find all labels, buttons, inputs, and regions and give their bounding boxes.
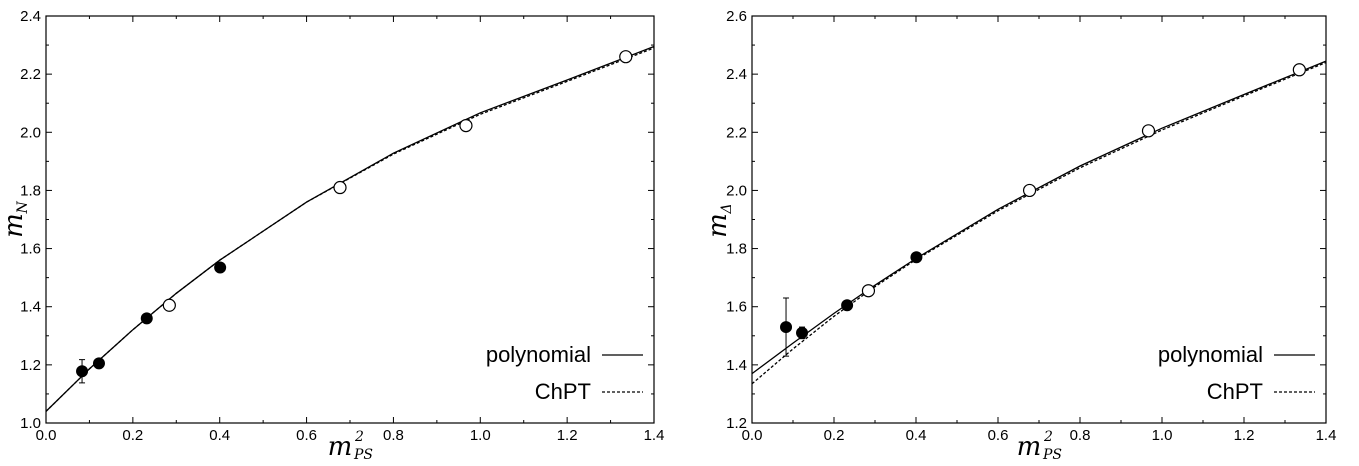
x-tick-label: 1.0 xyxy=(1152,427,1173,444)
data-point-filled xyxy=(841,299,854,312)
data-point-filled xyxy=(796,326,809,339)
data-point-open xyxy=(333,180,347,195)
data-point-open xyxy=(1292,63,1306,77)
x-tick-label: 0.8 xyxy=(1070,427,1091,444)
x-axis-label: m xyxy=(328,432,353,462)
x-tick-label: 1.2 xyxy=(1234,427,1255,444)
legend-label: polynomial xyxy=(1158,342,1263,367)
data-point-open xyxy=(162,298,176,312)
legend-label: ChPT xyxy=(535,379,591,404)
y-tick-label: 1.8 xyxy=(726,241,747,258)
x-tick-label: 0.0 xyxy=(36,427,57,444)
y-tick-label: 1.4 xyxy=(20,299,41,316)
x-tick-label: 1.4 xyxy=(644,427,665,444)
x-tick-label: 0.2 xyxy=(122,427,143,444)
y-tick-label: 1.2 xyxy=(726,415,747,432)
data-point-filled xyxy=(780,321,793,334)
data-point-open xyxy=(861,284,876,298)
legend-label: ChPT xyxy=(1207,379,1263,404)
y-tick-label: 2.0 xyxy=(20,124,41,141)
y-tick-label: 1.6 xyxy=(726,299,747,316)
y-tick-label: 1.6 xyxy=(20,241,41,258)
y-axis-label-group: mΔ xyxy=(703,203,735,237)
legend-label: polynomial xyxy=(486,342,591,367)
data-point-open xyxy=(459,118,473,133)
y-tick-label: 2.2 xyxy=(20,66,41,83)
x-tick-label: 0.4 xyxy=(906,427,927,444)
x-tick-label: 1.0 xyxy=(470,427,491,444)
y-axis-label-subscript: N xyxy=(15,201,31,215)
y-tick-label: 2.2 xyxy=(726,124,747,141)
data-point-filled xyxy=(92,357,105,370)
x-tick-label: 1.4 xyxy=(1316,427,1337,444)
y-tick-label: 2.4 xyxy=(726,66,747,83)
data-point-open xyxy=(619,50,633,64)
y-axis-label-subscript: Δ xyxy=(719,203,735,214)
y-tick-label: 1.2 xyxy=(20,357,41,374)
x-tick-label: 0.8 xyxy=(383,427,404,444)
x-tick-label: 0.6 xyxy=(988,427,1009,444)
x-axis-label-subscript: PS xyxy=(353,447,373,463)
y-tick-label: 1.8 xyxy=(20,182,41,199)
x-tick-label: 0.4 xyxy=(209,427,230,444)
data-point-filled xyxy=(140,312,153,325)
y-tick-label: 2.0 xyxy=(726,182,747,199)
y-axis-label-group: mN xyxy=(0,201,31,238)
curve-chpt xyxy=(45,47,655,412)
x-axis-label-subscript: PS xyxy=(1042,447,1062,463)
data-point-filled xyxy=(214,261,227,274)
x-tick-label: 0.2 xyxy=(824,427,845,444)
x-tick-label: 0.6 xyxy=(296,427,317,444)
y-tick-label: 1.0 xyxy=(20,415,41,432)
data-point-open xyxy=(1141,124,1156,138)
x-axis-label: m xyxy=(1017,432,1042,462)
y-axis-label: m xyxy=(703,213,733,238)
chart-nucleon-mass: 0.0 0.2 0.4 0.6 0.8 1.0 1.2 1.4 1.0 1.2 1.4 1.6 1.8 2… xyxy=(0,8,664,463)
y-tick-label: 1.4 xyxy=(726,357,747,374)
x-axis-label-superscript: 2 xyxy=(1043,429,1053,445)
chart-delta-mass: 0.0 0.2 0.4 0.6 0.8 1.0 1.2 1.4 1.2 1.4 1.6 1.8 2.0 2… xyxy=(703,8,1336,463)
data-point-filled xyxy=(76,365,89,378)
curve-chpt xyxy=(751,61,1327,385)
y-axis-label: m xyxy=(0,213,29,238)
x-axis-label-superscript: 2 xyxy=(354,429,364,445)
x-tick-label: 1.2 xyxy=(557,427,578,444)
curve-polynomial xyxy=(751,60,1327,375)
x-tick-label: 0.0 xyxy=(742,427,763,444)
data-point-open xyxy=(1022,183,1037,198)
y-tick-label: 2.6 xyxy=(726,8,747,25)
y-tick-label: 2.4 xyxy=(20,8,41,25)
data-point-filled xyxy=(910,251,923,264)
